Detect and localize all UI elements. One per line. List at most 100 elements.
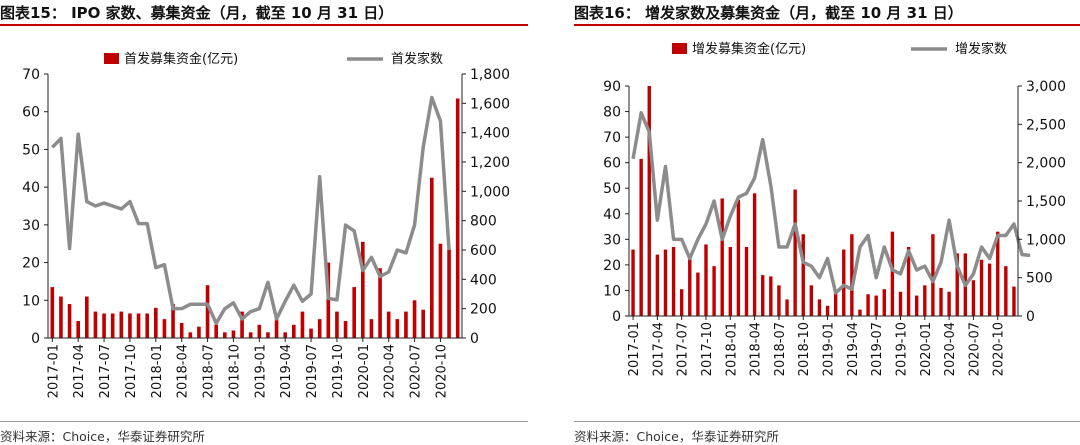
bar [447,249,451,338]
bar [1004,266,1008,316]
x-tick-label: 2019-10 [331,344,346,398]
left-tick-label: 20 [603,258,621,274]
bar [335,311,339,338]
bar [309,328,313,338]
chart-title-secondary: 图表16： 增发家数及募集资金（月，截至 10 月 31 日） [574,4,963,22]
bar [274,319,279,338]
x-tick-label: 2018-01 [724,322,739,376]
x-tick-label: 2020-04 [383,344,398,398]
bar [987,263,992,316]
bar [188,332,193,338]
bar [736,199,741,316]
chart-secondary: 增发募集资金(亿元) 增发家数 0 10 20 30 40 50 60 70 80 90 0 500 1,0… [603,41,1066,376]
bar [769,276,773,316]
left-tick-label: 10 [603,283,621,299]
x-tick-label: 2017-10 [700,322,715,376]
bar [890,231,895,316]
bar [292,324,296,338]
bar [655,254,660,316]
legend-label-bar: 首发募集资金(亿元) [124,51,238,67]
bar [817,299,822,316]
right-tick-label: 800 [470,214,497,230]
x-tick-label: 2017-10 [124,344,139,398]
x-tick-label: 2017-01 [627,322,642,376]
x-tick-label: 2018-04 [176,344,191,398]
x-tick-label: 2019-07 [305,344,320,398]
chart-panel-ipo: 图表15： IPO 家数、募集资金（月，截至 10 月 31 日） 首发募集资金… [0,0,530,444]
bar [842,249,846,316]
bar [809,285,814,316]
bar [326,262,331,338]
series-line [51,95,451,326]
bar [395,319,400,338]
x-tick-label: 2020-01 [919,322,934,376]
bar [923,285,927,316]
bar [777,285,781,316]
x-tick-label: 2018-10 [797,322,812,376]
right-tick-label: 1,000 [1026,232,1066,248]
left-tick-label: 50 [22,142,40,158]
bar [639,158,643,316]
x-tick-label: 2017-04 [651,322,666,376]
x-tick-label: 2018-04 [749,322,764,376]
bar [266,332,270,338]
bar [386,311,391,338]
chart-ipo: 首发募集资金(亿元) 首发家数 0 10 20 30 40 50 60 70 0 200 400 600 8… [22,51,510,398]
bar [825,305,830,316]
series-line [631,111,1031,295]
bar [76,321,80,338]
right-tick-label: 1,200 [470,155,510,171]
bar [793,189,797,316]
bar [898,291,903,316]
right-tick-label: 500 [1026,271,1053,287]
right-tick-label: 1,800 [470,67,510,83]
right-tick-label: 2,500 [1026,117,1066,133]
title-rule [0,24,528,26]
right-tick-label: 1,500 [1026,194,1066,210]
bar [858,309,862,316]
bar [688,257,692,316]
bar [248,332,253,338]
legend-label-bar: 增发募集资金(亿元) [692,41,806,57]
bar [996,231,1000,316]
left-tick-label: 10 [22,293,40,309]
title-rule [574,24,1080,26]
bar [663,249,668,316]
x-tick-label: 2019-10 [894,322,909,376]
bar [404,311,408,338]
bar [110,313,115,338]
chart-panel-secondary: 图表16： 增发家数及募集资金（月，截至 10 月 31 日） 增发募集资金(亿… [560,0,1080,444]
x-tick-label: 2018-01 [150,344,165,398]
right-tick-label: 1,600 [470,96,510,112]
bar [205,285,210,338]
x-tick-label: 2017-01 [46,344,61,398]
legend-swatch-bar [672,43,687,54]
footer-rule [0,421,528,422]
x-tick-label: 2018-10 [227,344,242,398]
x-tick-label: 2020-07 [967,322,982,376]
right-tick-label: 200 [470,302,497,318]
bar [696,272,700,316]
bar [671,247,676,316]
bar [102,313,106,338]
x-tick-label: 2020-07 [409,344,424,398]
bar [67,304,72,338]
right-tick-label: 0 [470,331,479,347]
x-tick-label: 2019-07 [870,322,885,376]
right-tick-label: 3,000 [1026,79,1066,95]
bar [145,313,149,338]
bar [679,289,684,316]
left-tick-label: 90 [603,79,621,95]
bar [214,324,218,338]
bar [197,326,201,338]
bar [874,295,878,316]
bar [136,313,141,338]
right-tick-label: 2,000 [1026,156,1066,172]
bar [971,280,976,316]
left-tick-label: 20 [22,256,40,272]
x-tick-label: 2018-07 [202,344,217,398]
x-tick-label: 2017-07 [98,344,113,398]
bar [240,311,244,338]
bar [906,247,911,316]
bar [128,313,132,338]
